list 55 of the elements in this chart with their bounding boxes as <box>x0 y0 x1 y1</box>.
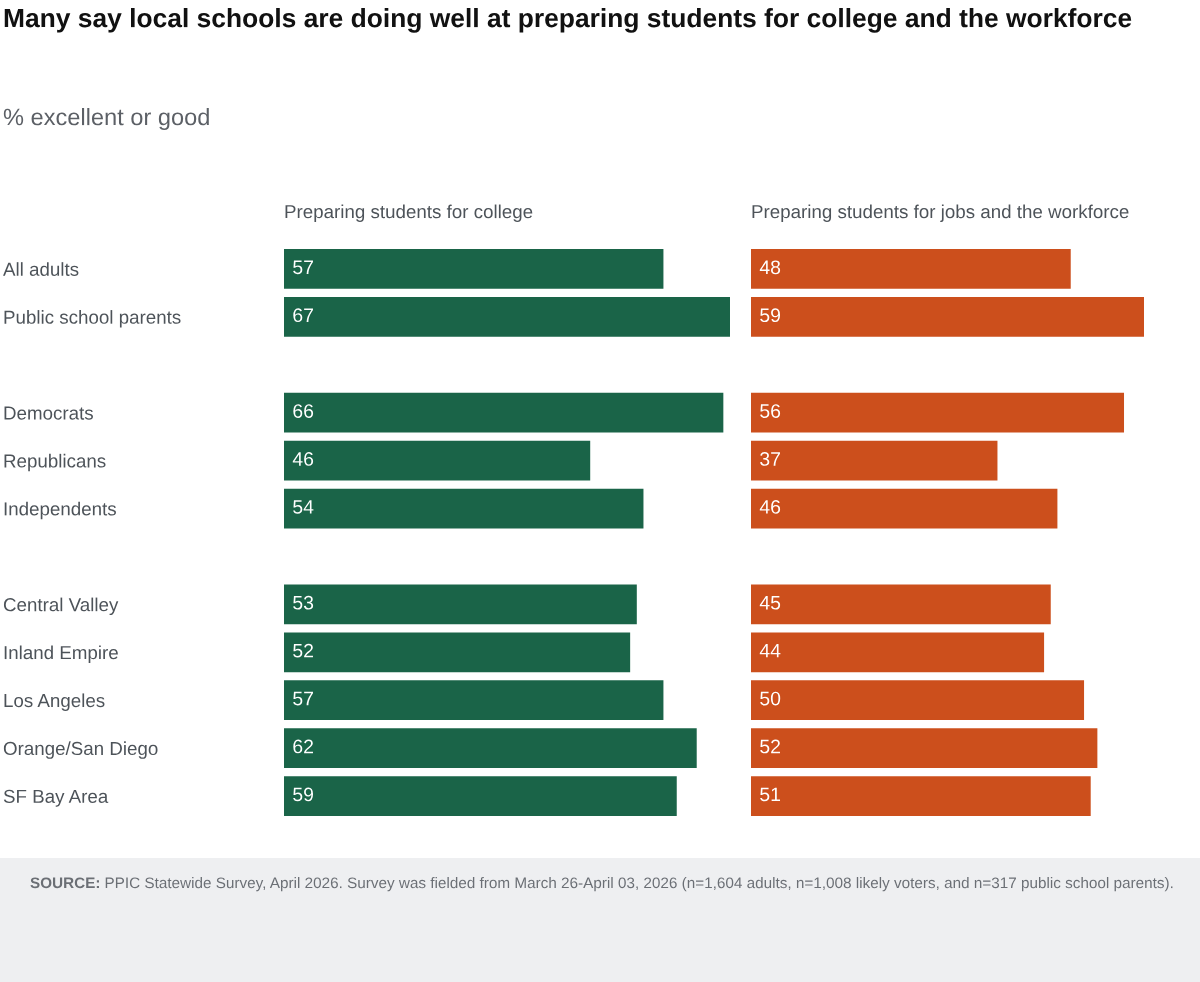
data-label: 46 <box>759 499 781 514</box>
bar <box>751 680 1085 721</box>
y-tick-label: Inland Empire <box>4 645 118 663</box>
bar <box>284 488 644 529</box>
y-tick-label: Republicans <box>4 453 106 472</box>
y-tick-label: Orange/San Diego <box>3 741 158 759</box>
y-tick-label: SF Bay Area <box>3 789 109 807</box>
data-label: 53 <box>293 595 314 610</box>
bar <box>284 632 631 673</box>
bar <box>751 776 1091 816</box>
data-label: 57 <box>293 260 313 275</box>
bar <box>284 584 637 625</box>
y-tick-label: Independents <box>4 501 116 520</box>
bar <box>751 632 1045 673</box>
data-label: 48 <box>759 260 781 275</box>
y-tick-label: All adults <box>3 262 79 276</box>
data-label: 52 <box>293 643 313 658</box>
source-note: SOURCE: PPIC Statewide Survey, April 2026. Survey was fielded from March 26-April 03, 2026 (n=1,604 adults, n=1,008 likely voters, and n=317 public school parents). <box>30 877 1173 892</box>
bar <box>751 249 1071 289</box>
data-label: 37 <box>760 452 780 466</box>
series-label: Preparing students for jobs and the workforce <box>752 204 1129 222</box>
y-tick-label: Public school parents <box>4 310 181 328</box>
data-label: 46 <box>292 452 314 466</box>
data-label: 51 <box>760 787 781 802</box>
data-label: 59 <box>760 308 781 323</box>
chart-title: Many say local schools are doing well at preparing students for college and the workforce <box>4 8 1132 33</box>
bar <box>284 776 677 816</box>
bar <box>284 249 664 289</box>
data-label: 45 <box>759 596 781 610</box>
bar <box>284 296 730 337</box>
bar <box>284 392 724 433</box>
y-tick-label: Los Angeles <box>4 693 105 711</box>
data-label: 54 <box>293 500 314 514</box>
data-label: 44 <box>759 643 781 658</box>
data-label: 50 <box>760 691 781 706</box>
series-label: Preparing students for college <box>285 204 533 222</box>
bar <box>751 728 1098 769</box>
y-tick-label: Democrats <box>4 406 93 420</box>
data-label: 52 <box>760 739 780 754</box>
bar <box>284 680 664 721</box>
bar <box>751 392 1125 433</box>
chart-subtitle: % excellent or good <box>3 108 209 131</box>
bar <box>284 440 591 481</box>
y-tick-label: Central Valley <box>3 597 119 616</box>
data-label: 67 <box>293 308 313 323</box>
bar <box>751 440 998 481</box>
data-label: 56 <box>760 404 781 418</box>
bar <box>751 296 1144 337</box>
data-label: 59 <box>293 787 314 802</box>
bar <box>751 488 1058 529</box>
data-label: 66 <box>293 404 314 418</box>
data-label: 57 <box>293 691 313 706</box>
bar <box>751 584 1051 625</box>
bar <box>284 728 697 769</box>
data-label: 62 <box>293 739 313 754</box>
